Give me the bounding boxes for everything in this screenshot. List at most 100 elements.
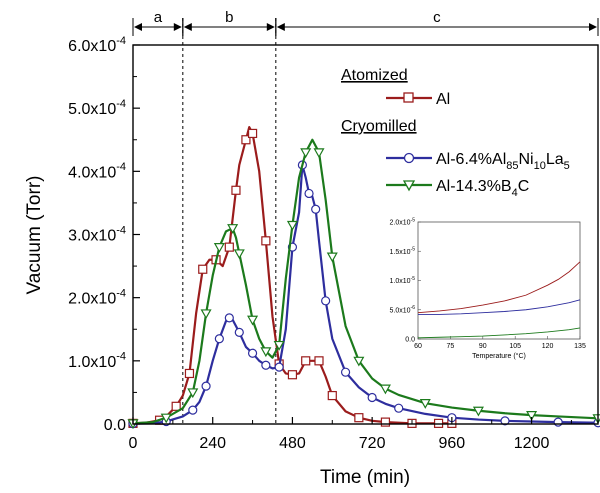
data-point-alni xyxy=(261,360,271,370)
data-point-alb4c xyxy=(227,224,239,234)
data-point-alb4c xyxy=(260,347,272,358)
x-tick-label: 1200 xyxy=(514,435,550,452)
data-point-alb4c xyxy=(353,356,365,367)
inset-y-tick-label: 1.0x10-5 xyxy=(390,276,416,285)
data-point-al xyxy=(247,128,258,139)
data-point-al xyxy=(287,370,298,380)
data-point-alni xyxy=(340,367,351,377)
inset-x-tick-label: 90 xyxy=(479,343,487,350)
y-tick-label: 5.0x10-4 xyxy=(68,98,126,118)
data-point-alni xyxy=(311,204,321,214)
x-tick-label: 480 xyxy=(279,435,306,452)
data-point-alb4c xyxy=(286,220,298,231)
data-point-alni xyxy=(188,405,198,415)
data-point-alb4c xyxy=(313,148,325,159)
data-point-alni xyxy=(224,313,234,323)
legend-label-alb4c: Al-14.3%B4C xyxy=(436,178,529,199)
region-arrow-head xyxy=(134,23,142,31)
data-point-alni xyxy=(247,348,258,358)
y-tick-label: 6.0x10-4 xyxy=(68,35,126,55)
data-point-al xyxy=(314,356,324,366)
inset-y-tick-label: 0.0 xyxy=(405,337,415,344)
x-axis-title: Time (min) xyxy=(320,467,410,488)
inset-x-tick-label: 120 xyxy=(542,343,554,350)
legend: Atomized Al Cryomilled Al-6.4%Al85Ni10La… xyxy=(341,67,570,199)
series-line-2 xyxy=(132,138,599,425)
data-point-alb4c xyxy=(187,388,199,399)
y-axis-title: Vacuum (Torr) xyxy=(24,176,45,295)
inset-x-tick-label: 60 xyxy=(414,343,422,350)
data-point-alb4c xyxy=(379,384,391,395)
x-tick-label: 240 xyxy=(199,435,226,452)
y-tick-label: 4.0x10-4 xyxy=(68,161,126,181)
x-tick-label: 0 xyxy=(129,435,138,452)
data-point-alni xyxy=(367,392,377,403)
data-point-al xyxy=(241,135,251,145)
y-tick-label: 2.0x10-4 xyxy=(68,287,126,307)
data-point-alni xyxy=(274,362,284,372)
inset-y-tick-label: 5.0x10-6 xyxy=(390,305,416,314)
legend-label-al: Al xyxy=(436,91,450,108)
data-point-al xyxy=(301,356,311,366)
data-point-alni xyxy=(394,403,404,413)
region-arrow-head xyxy=(183,23,192,31)
series-line-0 xyxy=(132,126,452,425)
inset-x-axis-title: Temperature (°C) xyxy=(472,352,526,360)
data-point-alni xyxy=(234,327,244,338)
data-point-al xyxy=(198,264,208,274)
legend-group-atomized: Atomized xyxy=(341,67,408,84)
region-label-a: a xyxy=(154,9,163,26)
region-arrow-head xyxy=(276,23,285,31)
data-point-al xyxy=(231,185,241,195)
region-arrow-head xyxy=(266,23,275,31)
data-point-alni xyxy=(553,417,563,427)
inset-series-line-0 xyxy=(417,261,581,314)
inset-series-line-1 xyxy=(418,299,581,315)
data-point-alb4c xyxy=(213,243,225,253)
x-tick-label: 960 xyxy=(439,435,466,452)
y-tick-label: 1.0x10-4 xyxy=(68,351,126,371)
inset-y-tick-label: 2.0x10-5 xyxy=(390,217,416,226)
region-annotations: a b c xyxy=(132,9,599,424)
data-point-alb4c xyxy=(300,148,312,159)
x-axis: 0 240 480 720 960 1200 xyxy=(129,417,572,452)
y-axis: 0.0 1.0x10-4 2.0x10-4 3.0x10-4 4.0x10-4 5.0x1… xyxy=(68,35,140,434)
data-point-al xyxy=(224,242,234,252)
x-tick-label: 720 xyxy=(359,435,386,452)
data-point-alb4c xyxy=(247,315,259,326)
inset-frame xyxy=(417,221,581,340)
data-point-alni xyxy=(201,381,211,391)
inset-x-tick-label: 135 xyxy=(574,343,586,350)
data-point-alni xyxy=(321,296,331,306)
data-point-al xyxy=(171,401,181,411)
data-point-alni xyxy=(214,334,224,344)
legend-group-cryomilled: Cryomilled xyxy=(341,118,417,135)
y-tick-label: 3.0x10-4 xyxy=(68,224,126,244)
legend-label-alni: Al-6.4%Al85Ni10La5 xyxy=(436,151,570,172)
inset-x-tick-label: 105 xyxy=(509,343,521,350)
inset-series-line-2 xyxy=(417,327,581,339)
data-point-alb4c xyxy=(273,340,285,351)
data-point-alb4c xyxy=(419,399,431,409)
data-point-al xyxy=(354,413,364,423)
data-point-alb4c xyxy=(326,252,338,263)
data-point-al xyxy=(327,390,337,401)
data-point-al xyxy=(261,236,271,246)
legend-marker-alb4c xyxy=(402,180,416,192)
data-point-alb4c xyxy=(200,309,212,320)
data-point-alni xyxy=(500,416,510,426)
data-point-alb4c xyxy=(233,249,245,260)
y-tick-label: 0.0 xyxy=(104,417,126,434)
data-point-alb4c xyxy=(160,413,172,424)
data-point-alni xyxy=(304,188,314,199)
inset-y-tick-label: 1.5x10-5 xyxy=(390,247,416,256)
data-point-al xyxy=(184,368,195,379)
series-layer xyxy=(127,126,600,430)
legend-marker-al xyxy=(403,92,414,103)
data-point-alb4c xyxy=(472,406,484,417)
data-point-alb4c xyxy=(526,411,538,421)
inset-chart: 60 75 90 105 120 135 0.0 5.0x10-6 1.0x10-5 1.5x10… xyxy=(390,217,586,360)
inset-x-tick-label: 75 xyxy=(447,343,455,350)
region-label-b: b xyxy=(225,9,233,26)
